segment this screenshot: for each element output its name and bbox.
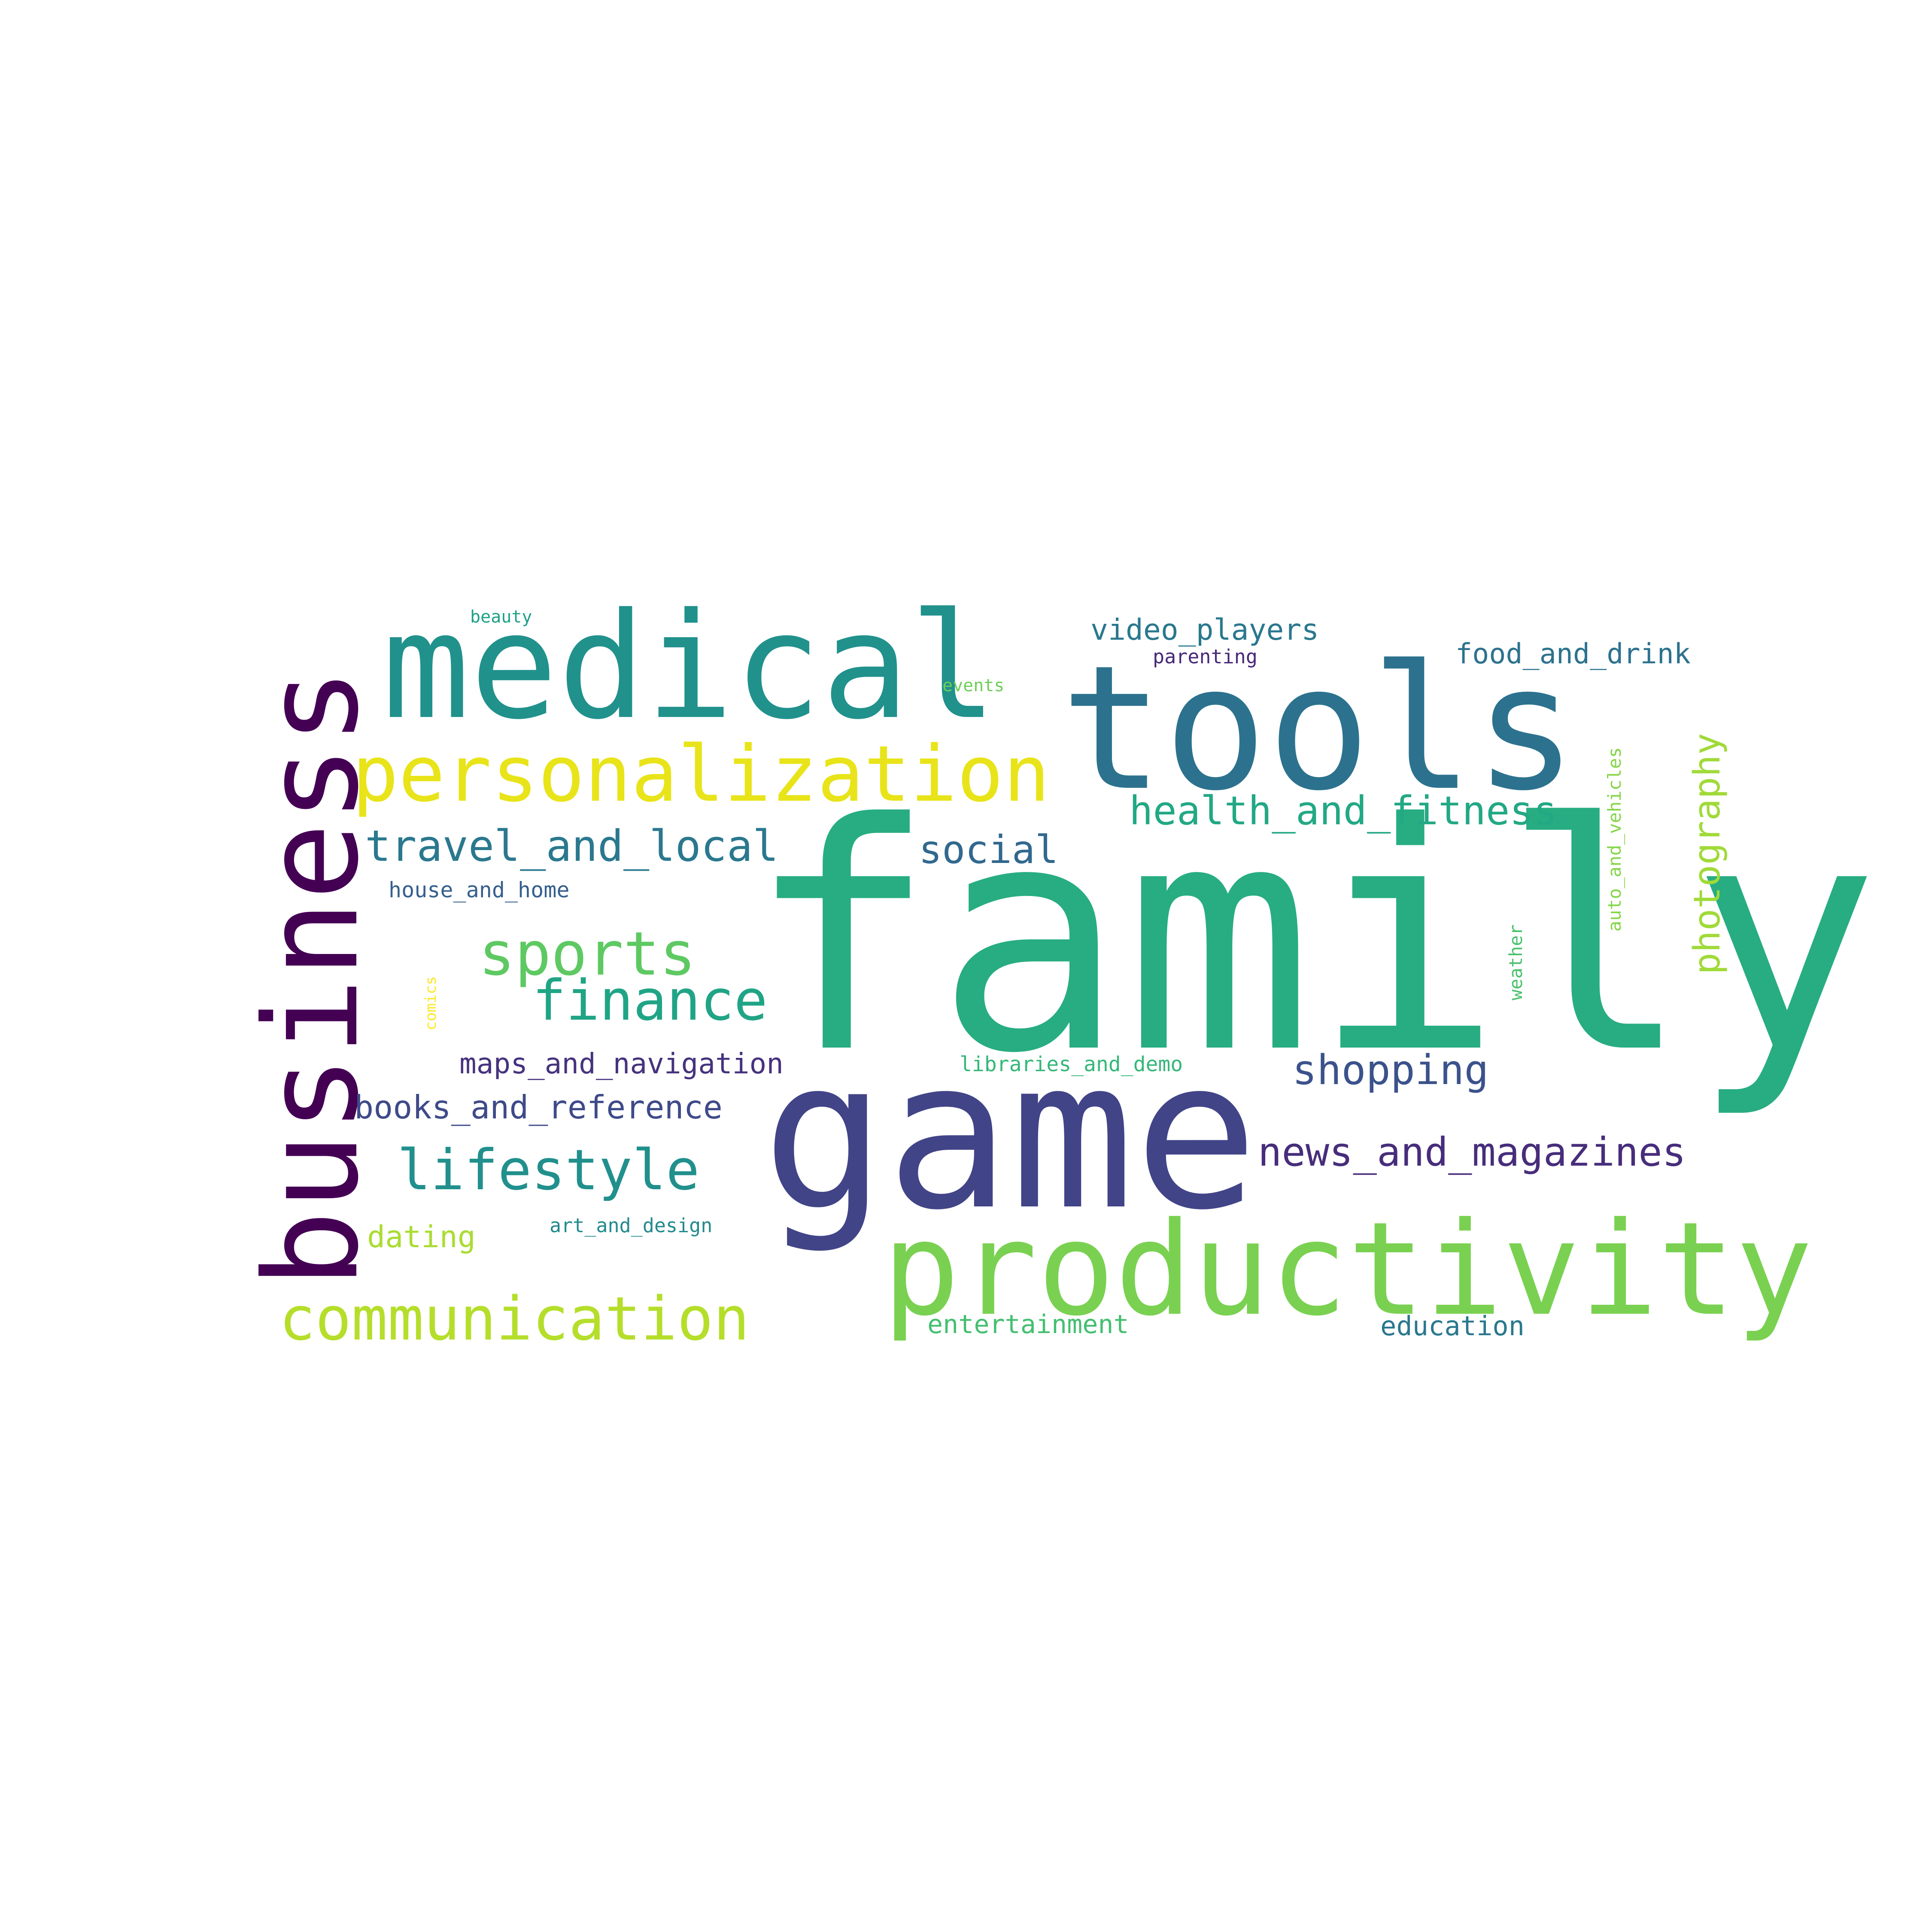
word-books-and-reference: books_and_reference xyxy=(354,1088,723,1126)
word-art-and-design: art_and_design xyxy=(550,1214,712,1237)
word-libraries-and-demo: libraries_and_demo xyxy=(960,1052,1183,1076)
word-communication: communication xyxy=(279,1284,750,1354)
word-shopping: shopping xyxy=(1292,1047,1489,1094)
word-health-and-fitness: health_and_fitness xyxy=(1129,788,1557,834)
word-finance: finance xyxy=(532,968,768,1033)
word-game: game xyxy=(762,1015,1258,1255)
word-events: events xyxy=(942,676,1005,696)
word-auto-and-vehicles: auto_and_vehicles xyxy=(1604,747,1625,932)
word-maps-and-navigation: maps_and_navigation xyxy=(459,1047,784,1080)
word-travel-and-local: travel_and_local xyxy=(365,821,778,871)
word-education: education xyxy=(1380,1310,1525,1342)
word-comics: comics xyxy=(422,976,440,1030)
word-social: social xyxy=(919,827,1058,872)
word-photography: photography xyxy=(1686,733,1728,975)
word-video-players: video_players xyxy=(1091,613,1319,647)
word-tools: tools xyxy=(1060,629,1577,829)
word-weather: weather xyxy=(1505,924,1526,1000)
word-dating: dating xyxy=(367,1219,476,1255)
word-house-and-home: house_and_home xyxy=(389,878,569,902)
word-personalization: personalization xyxy=(352,729,1050,819)
word-parenting: parenting xyxy=(1153,645,1258,668)
word-entertainment: entertainment xyxy=(927,1309,1129,1340)
word-family: family xyxy=(747,757,1879,1122)
word-news-and-magazines: news_and_magazines xyxy=(1258,1129,1686,1175)
word-business: business xyxy=(237,668,387,1288)
word-food-and-drink: food_and_drink xyxy=(1455,638,1691,670)
word-lifestyle: lifestyle xyxy=(397,1137,699,1203)
word-medical: medical xyxy=(382,582,997,752)
word-productivity: productivity xyxy=(882,1194,1813,1344)
word-sports: sports xyxy=(479,919,696,989)
word-beauty: beauty xyxy=(470,607,532,627)
